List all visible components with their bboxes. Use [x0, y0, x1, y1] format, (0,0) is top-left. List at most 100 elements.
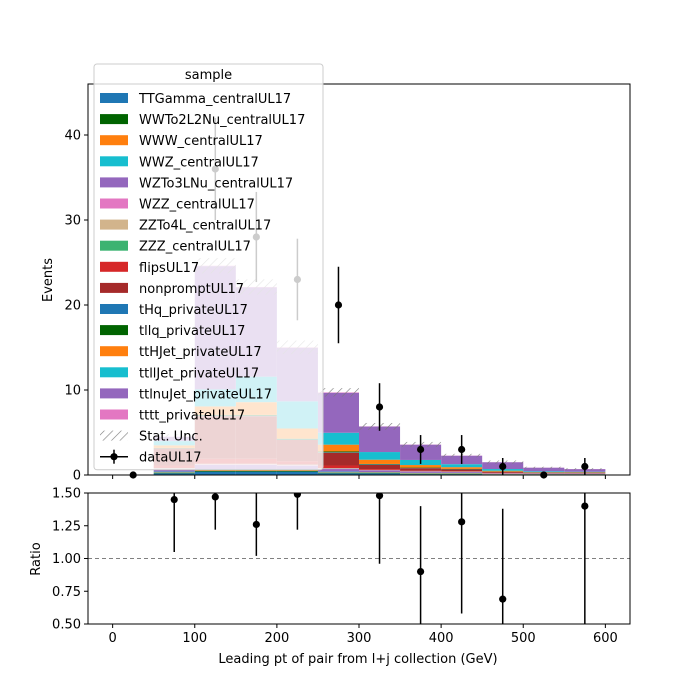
stat-unc-band: [523, 466, 565, 469]
ratio-point: [211, 493, 219, 501]
ratio-panel: 0.50 0.75 1.00 1.25 1.50 0 100 200 300 400 500 600…: [29, 487, 631, 667]
legend-data-marker: [110, 453, 118, 461]
legend-swatch: [100, 388, 128, 399]
legend-swatch: [100, 282, 128, 293]
ratio-y-axis: 0.50 0.75 1.00 1.25 1.50: [52, 487, 88, 633]
ratio-point: [293, 493, 302, 498]
bar-segment: [194, 469, 236, 471]
ratio-y-tick-label: 1.00: [52, 552, 81, 567]
ratio-point: [499, 595, 507, 603]
data-point: [416, 445, 425, 454]
legend-entry-label: WWW_centralUL17: [139, 134, 263, 149]
main-y-axis: 0 10 20 30 40: [64, 129, 88, 484]
y-tick-label: 20: [64, 299, 81, 314]
legend-entry-label: WZZ_centralUL17: [139, 198, 255, 213]
legend-entry-label: nonpromptUL17: [139, 282, 244, 297]
ratio-y-tick-label: 0.50: [52, 618, 81, 633]
x-tick-label: 0: [108, 631, 116, 646]
legend-swatch: [100, 325, 128, 336]
legend-title: sample: [185, 68, 232, 83]
bar-segment: [235, 469, 277, 471]
legend-swatch: [100, 367, 128, 378]
legend-entry-label: dataUL17: [139, 451, 202, 466]
legend-entry-label: TTGamma_centralUL17: [138, 92, 291, 107]
legend-entry-label: WZTo3LNu_centralUL17: [139, 176, 293, 191]
bar-segment: [523, 467, 565, 472]
x-tick-label: 400: [429, 631, 454, 646]
data-point: [375, 403, 384, 411]
legend-swatch: [100, 177, 128, 188]
legend-entry-label: ttlnuJet_privateUL17: [139, 387, 272, 402]
bar-segment: [317, 392, 359, 433]
bar-segment: [441, 469, 483, 472]
legend: sample TTGamma_centralUL17 WWTo2L2Nu_centr…: [93, 63, 324, 471]
legend-entry-label: ZZZ_centralUL17: [139, 240, 251, 255]
bar-segment: [359, 459, 401, 464]
y-tick-label: 0: [73, 469, 81, 484]
bar-segment: [276, 471, 318, 475]
ratio-y-tick-label: 1.25: [52, 519, 81, 534]
legend-entry-label: ttHJet_privateUL17: [139, 345, 262, 360]
legend-swatch: [100, 240, 128, 251]
ratio-point: [581, 502, 589, 510]
legend-entry-label: WWTo2L2Nu_centralUL17: [139, 113, 305, 128]
y-tick-label: 10: [64, 384, 81, 399]
x-tick-label: 600: [593, 631, 618, 646]
legend-swatch: [100, 93, 128, 103]
bar-segment: [317, 473, 359, 475]
ratio-point: [375, 493, 384, 500]
bar-segment: [317, 451, 359, 453]
legend-entry-label: tttt_privateUL17: [139, 409, 245, 424]
legend-swatch: [100, 198, 128, 209]
bar-segment: [441, 464, 483, 468]
legend-entry-label: tllq_privateUL17: [139, 324, 245, 339]
legend-entry-label: ZZTo4L_centralUL17: [139, 219, 271, 234]
ratio-y-tick-label: 1.50: [52, 487, 81, 502]
legend-entry-label: Stat. Unc.: [139, 430, 203, 445]
bar-segment: [153, 473, 195, 475]
bar-segment: [276, 470, 318, 472]
bar-segment: [235, 470, 277, 472]
legend-entry-label: WWZ_centralUL17: [139, 155, 259, 170]
ratio-point: [170, 495, 178, 504]
data-point: [499, 462, 507, 471]
bar-segment: [317, 471, 359, 473]
bar-segment: [359, 470, 401, 473]
legend-swatch: [100, 304, 128, 314]
data-point: [334, 301, 343, 309]
bar-segment: [235, 471, 277, 475]
ratio-plot-frame: [87, 492, 631, 625]
ratio-y-tick-label: 0.75: [52, 585, 81, 600]
x-tick-label: 200: [264, 631, 289, 646]
data-point: [458, 445, 466, 454]
bar-segment: [359, 452, 401, 460]
legend-swatch: [100, 114, 128, 125]
bar-segment: [441, 467, 483, 469]
bar-segment: [359, 469, 401, 470]
bar-segment: [153, 469, 195, 472]
bar-segment: [317, 432, 359, 445]
bar-segment: [153, 471, 195, 473]
main-y-axis-label: Events: [41, 258, 56, 302]
legend-entry-label: tHq_privateUL17: [139, 303, 248, 318]
ratio-point: [458, 518, 466, 526]
bar-segment: [317, 469, 359, 472]
y-tick-label: 30: [64, 214, 81, 229]
bar-segment: [317, 465, 359, 469]
legend-entry-label: ttllJet_privateUL17: [139, 366, 259, 381]
ratio-point: [416, 568, 425, 576]
bar-segment: [317, 452, 359, 466]
bar-segment: [194, 471, 236, 475]
legend-swatch: [100, 261, 128, 272]
legend-hatch-swatch: [100, 430, 128, 441]
legend-swatch: [100, 135, 128, 146]
bar-segment: [317, 444, 359, 452]
bar-segment: [400, 468, 442, 471]
y-tick-label: 40: [64, 129, 81, 144]
legend-box: [93, 63, 324, 471]
ratio-points: [170, 493, 589, 624]
data-point: [581, 462, 589, 471]
bar-segment: [359, 473, 401, 475]
ratio-y-axis-label: Ratio: [29, 542, 44, 575]
